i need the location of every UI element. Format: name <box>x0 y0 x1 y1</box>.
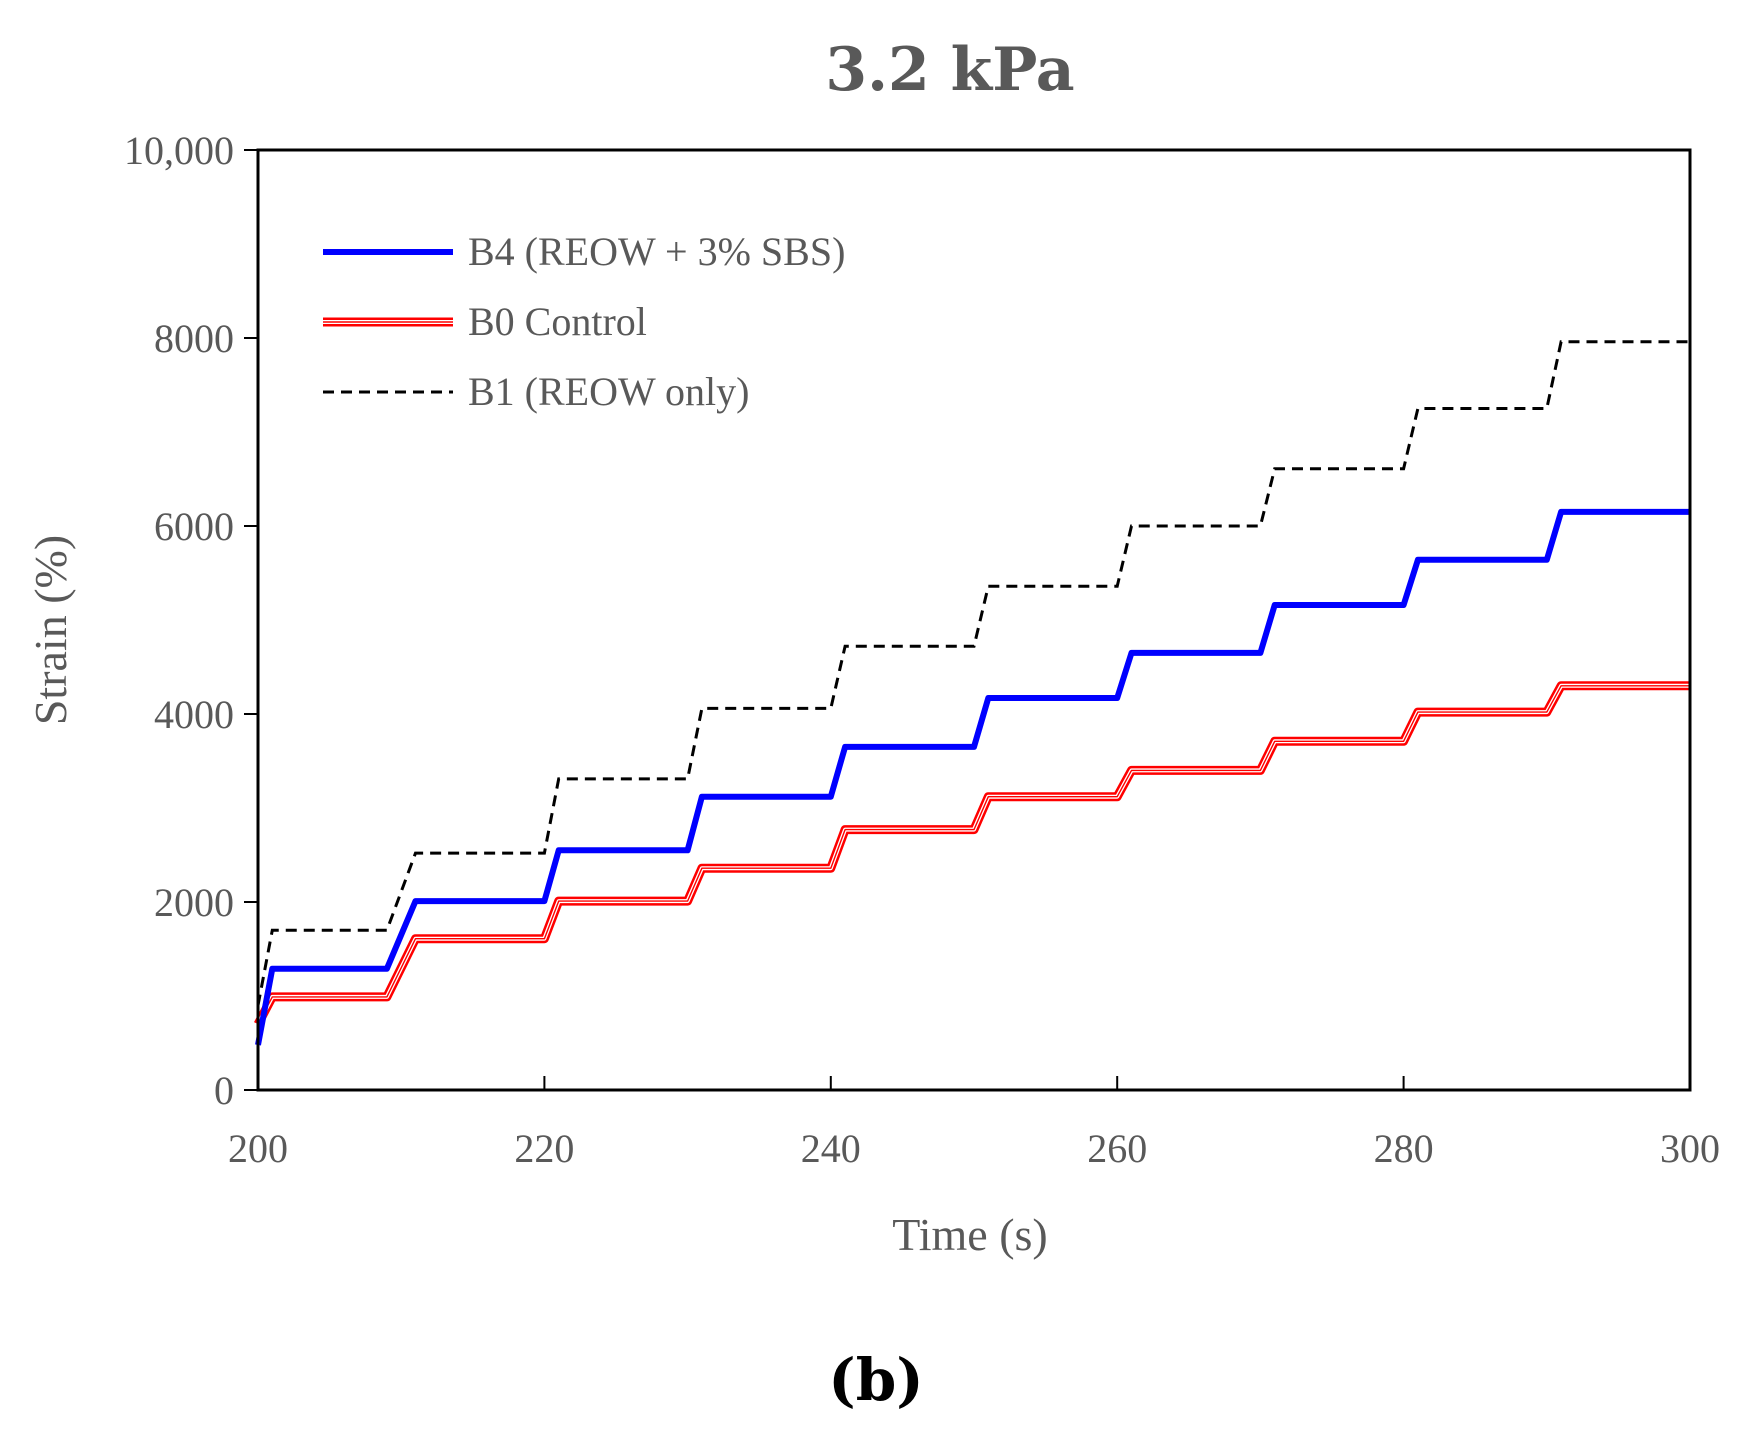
chart-title: 3.2 kPa <box>825 35 1074 105</box>
x-tick-label: 260 <box>1087 1126 1147 1171</box>
x-tick-label: 200 <box>228 1126 288 1171</box>
x-tick-label: 280 <box>1374 1126 1434 1171</box>
x-axis-label: Time (s) <box>892 1209 1048 1260</box>
y-tick-label: 10,000 <box>124 128 234 173</box>
y-tick-label: 8000 <box>154 316 234 361</box>
series-line-2 <box>256 340 1690 1006</box>
legend-label: B4 (REOW + 3% SBS) <box>468 229 845 274</box>
x-tick-label: 240 <box>801 1126 861 1171</box>
legend: B4 (REOW + 3% SBS) B0 Control B1 (REOW onl… <box>323 229 845 414</box>
y-tick-label: 0 <box>214 1068 234 1113</box>
y-axis-label: Strain (%) <box>25 535 76 725</box>
x-axis-ticks: 200 220 240 260 280 300 <box>228 1076 1720 1171</box>
y-axis-ticks: 0 2000 4000 6000 8000 10,000 <box>124 128 258 1113</box>
plot-frame <box>256 148 1692 1092</box>
x-tick-label: 220 <box>514 1126 574 1171</box>
y-tick-label: 2000 <box>154 880 234 925</box>
panel-label: (b) <box>828 1346 923 1414</box>
legend-label: B0 Control <box>468 299 647 344</box>
series-line-0 <box>255 508 1690 1046</box>
y-tick-label: 6000 <box>154 504 234 549</box>
plot-area: 200 220 240 260 280 300 0 2000 4000 6000 8000 10,0… <box>124 128 1720 1171</box>
series-line-1-center <box>257 685 1690 1025</box>
series-layer <box>254 340 1690 1046</box>
x-tick-label: 300 <box>1660 1126 1720 1171</box>
legend-label: B1 (REOW only) <box>468 369 749 414</box>
y-tick-label: 4000 <box>154 692 234 737</box>
